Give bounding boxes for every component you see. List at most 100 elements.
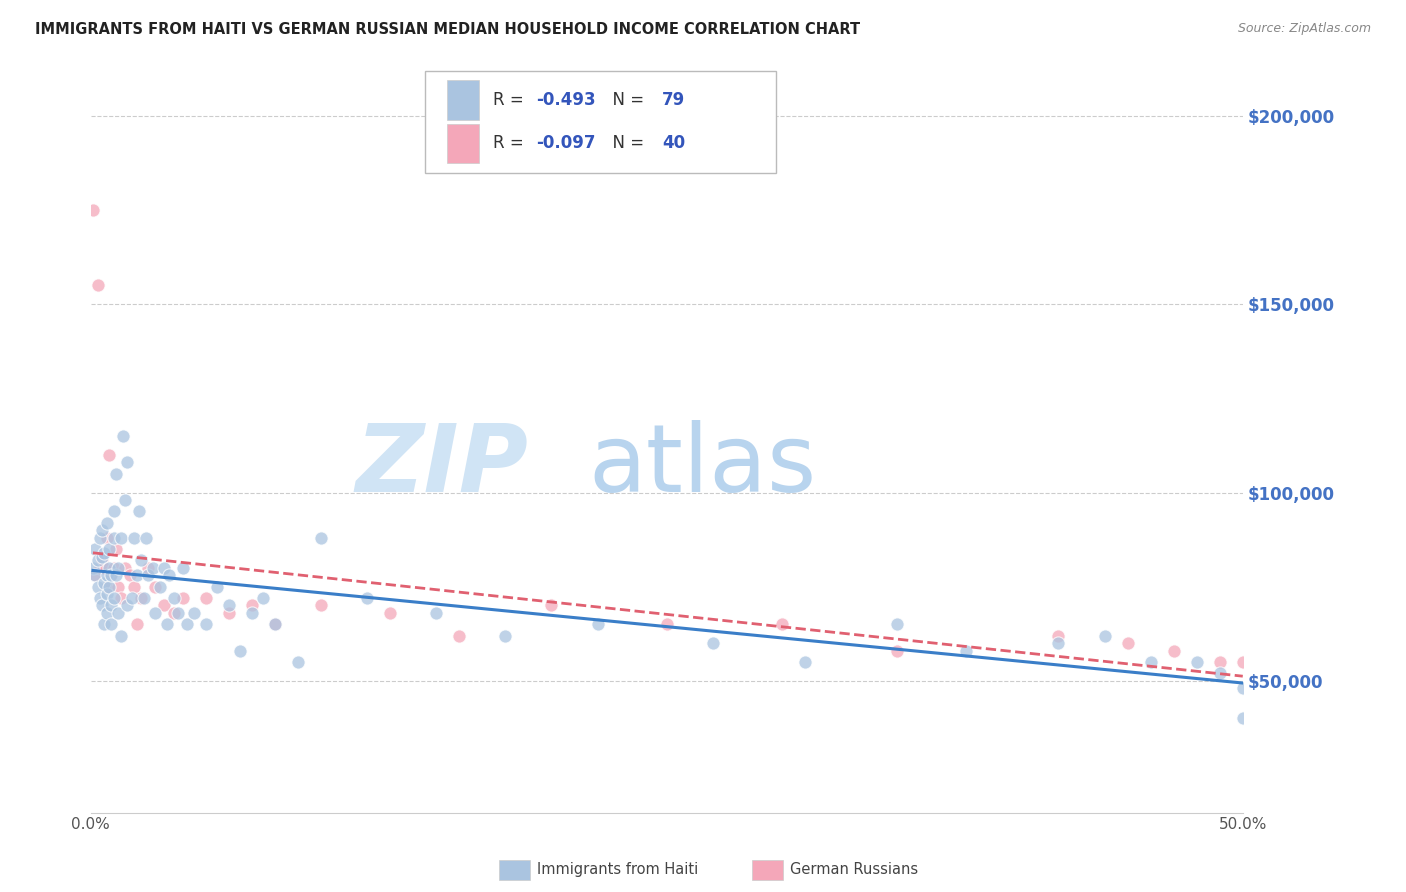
Point bbox=[356, 591, 378, 605]
Point bbox=[110, 591, 132, 605]
Point bbox=[98, 580, 121, 594]
Point bbox=[110, 531, 132, 545]
Point bbox=[309, 531, 332, 545]
Text: R =: R = bbox=[492, 135, 529, 153]
Point bbox=[132, 591, 155, 605]
Point bbox=[153, 561, 176, 575]
Text: German Russians: German Russians bbox=[790, 863, 918, 877]
Point bbox=[96, 516, 118, 530]
Point bbox=[103, 504, 125, 518]
Point bbox=[176, 617, 198, 632]
Point bbox=[540, 599, 562, 613]
Point bbox=[93, 561, 115, 575]
Point bbox=[162, 591, 184, 605]
Point bbox=[143, 606, 166, 620]
Point bbox=[100, 599, 122, 613]
Text: -0.493: -0.493 bbox=[537, 91, 596, 109]
Point bbox=[229, 643, 252, 657]
Point bbox=[149, 580, 172, 594]
Point bbox=[107, 606, 129, 620]
Point bbox=[1232, 681, 1254, 696]
Point bbox=[98, 541, 121, 556]
Point bbox=[425, 606, 447, 620]
Point bbox=[1139, 655, 1161, 669]
FancyBboxPatch shape bbox=[425, 70, 776, 172]
Point bbox=[121, 591, 143, 605]
Point bbox=[207, 580, 229, 594]
Point bbox=[156, 617, 179, 632]
Point bbox=[172, 561, 194, 575]
Point bbox=[96, 606, 118, 620]
Text: N =: N = bbox=[602, 91, 650, 109]
Point bbox=[157, 568, 180, 582]
Point bbox=[886, 617, 908, 632]
Text: -0.097: -0.097 bbox=[537, 135, 596, 153]
Point bbox=[118, 568, 141, 582]
Point bbox=[89, 531, 111, 545]
Point bbox=[100, 568, 122, 582]
Text: 40: 40 bbox=[662, 135, 685, 153]
Point bbox=[114, 493, 136, 508]
Text: R =: R = bbox=[492, 91, 529, 109]
Point bbox=[1047, 629, 1070, 643]
Point bbox=[100, 568, 122, 582]
Point bbox=[104, 568, 127, 582]
Point bbox=[380, 606, 402, 620]
Point bbox=[1209, 655, 1232, 669]
Text: 79: 79 bbox=[662, 91, 685, 109]
Point bbox=[86, 278, 108, 293]
Point bbox=[194, 617, 217, 632]
Point bbox=[143, 580, 166, 594]
Point bbox=[104, 467, 127, 481]
Point bbox=[135, 531, 157, 545]
Point bbox=[955, 643, 977, 657]
Point bbox=[91, 599, 114, 613]
Text: IMMIGRANTS FROM HAITI VS GERMAN RUSSIAN MEDIAN HOUSEHOLD INCOME CORRELATION CHAR: IMMIGRANTS FROM HAITI VS GERMAN RUSSIAN … bbox=[35, 22, 860, 37]
Point bbox=[702, 636, 724, 650]
Point bbox=[96, 531, 118, 545]
Point bbox=[93, 546, 115, 560]
Point bbox=[1116, 636, 1139, 650]
Point bbox=[494, 629, 516, 643]
Point bbox=[131, 553, 153, 567]
Point bbox=[93, 617, 115, 632]
Point bbox=[84, 568, 107, 582]
Text: N =: N = bbox=[602, 135, 650, 153]
Point bbox=[96, 568, 118, 582]
Point bbox=[886, 643, 908, 657]
Point bbox=[107, 561, 129, 575]
Point bbox=[770, 617, 793, 632]
Point bbox=[218, 606, 240, 620]
Point bbox=[117, 455, 139, 469]
Point bbox=[86, 580, 108, 594]
Point bbox=[104, 541, 127, 556]
Point bbox=[84, 541, 107, 556]
Point bbox=[124, 580, 146, 594]
Point bbox=[162, 606, 184, 620]
Point bbox=[84, 568, 107, 582]
Point bbox=[153, 599, 176, 613]
Point bbox=[136, 561, 159, 575]
Point bbox=[96, 580, 118, 594]
Point bbox=[264, 617, 287, 632]
Bar bbox=[447, 80, 479, 120]
Point bbox=[91, 553, 114, 567]
Point bbox=[89, 591, 111, 605]
Point bbox=[89, 561, 111, 575]
Point bbox=[264, 617, 287, 632]
Point bbox=[107, 580, 129, 594]
Point bbox=[183, 606, 205, 620]
Point bbox=[1232, 711, 1254, 725]
Point bbox=[96, 587, 118, 601]
Point bbox=[309, 599, 332, 613]
Bar bbox=[447, 124, 479, 163]
Point bbox=[103, 591, 125, 605]
Point bbox=[110, 629, 132, 643]
Point bbox=[125, 617, 148, 632]
Point bbox=[1209, 666, 1232, 681]
Point bbox=[586, 617, 609, 632]
Point bbox=[103, 531, 125, 545]
Point bbox=[91, 523, 114, 537]
Point bbox=[111, 429, 134, 443]
Point bbox=[128, 504, 150, 518]
